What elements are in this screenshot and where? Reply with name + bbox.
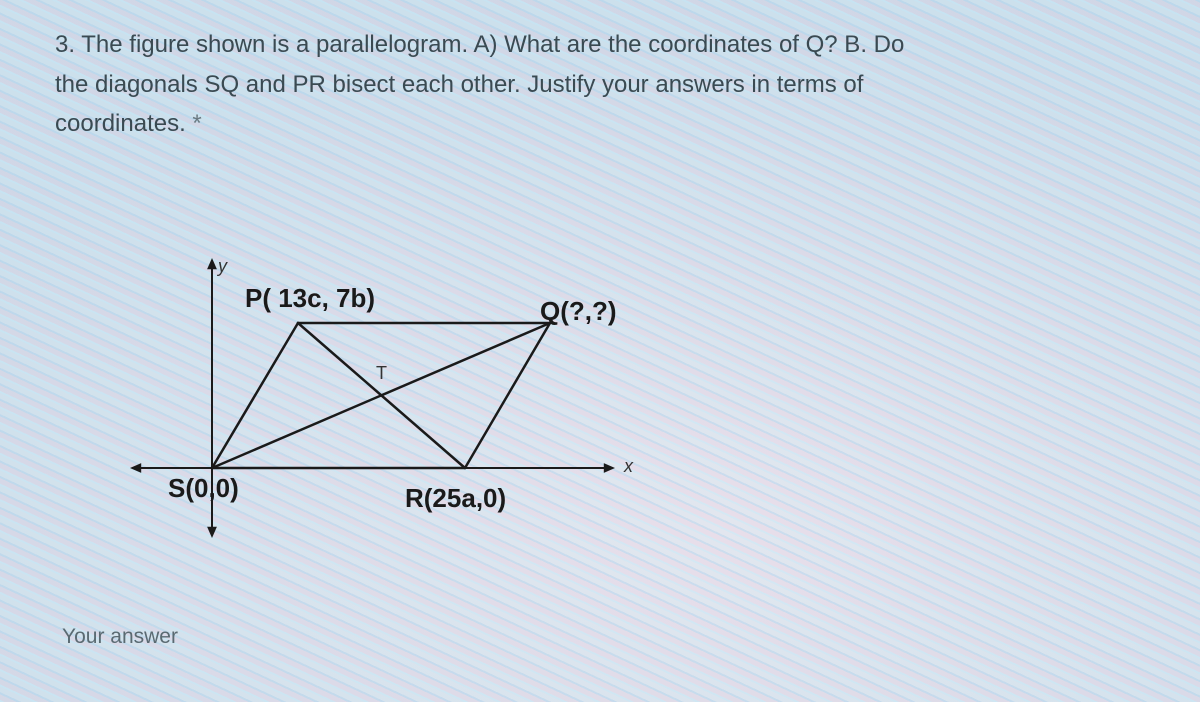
vertex-label-s: S(0,0): [168, 473, 239, 504]
question-line2: the diagonals SQ and PR bisect each othe…: [55, 71, 863, 98]
axis-label-y: y: [218, 256, 227, 277]
question-text: 3. The figure shown is a parallelogram. …: [55, 25, 1090, 144]
vertex-label-t: T: [376, 363, 387, 384]
question-line3: coordinates.: [55, 110, 186, 137]
required-asterisk: *: [192, 110, 201, 137]
parallelogram-figure: P( 13c, 7b) Q(?,?) S(0,0) R(25a,0) T y x: [130, 258, 690, 568]
vertex-label-r: R(25a,0): [405, 483, 506, 514]
question-line1: 3. The figure shown is a parallelogram. …: [55, 31, 904, 58]
your-answer-prompt[interactable]: Your answer: [62, 625, 178, 649]
vertex-label-p: P( 13c, 7b): [245, 283, 375, 314]
axis-label-x: x: [624, 456, 633, 477]
vertex-label-q: Q(?,?): [540, 296, 617, 327]
